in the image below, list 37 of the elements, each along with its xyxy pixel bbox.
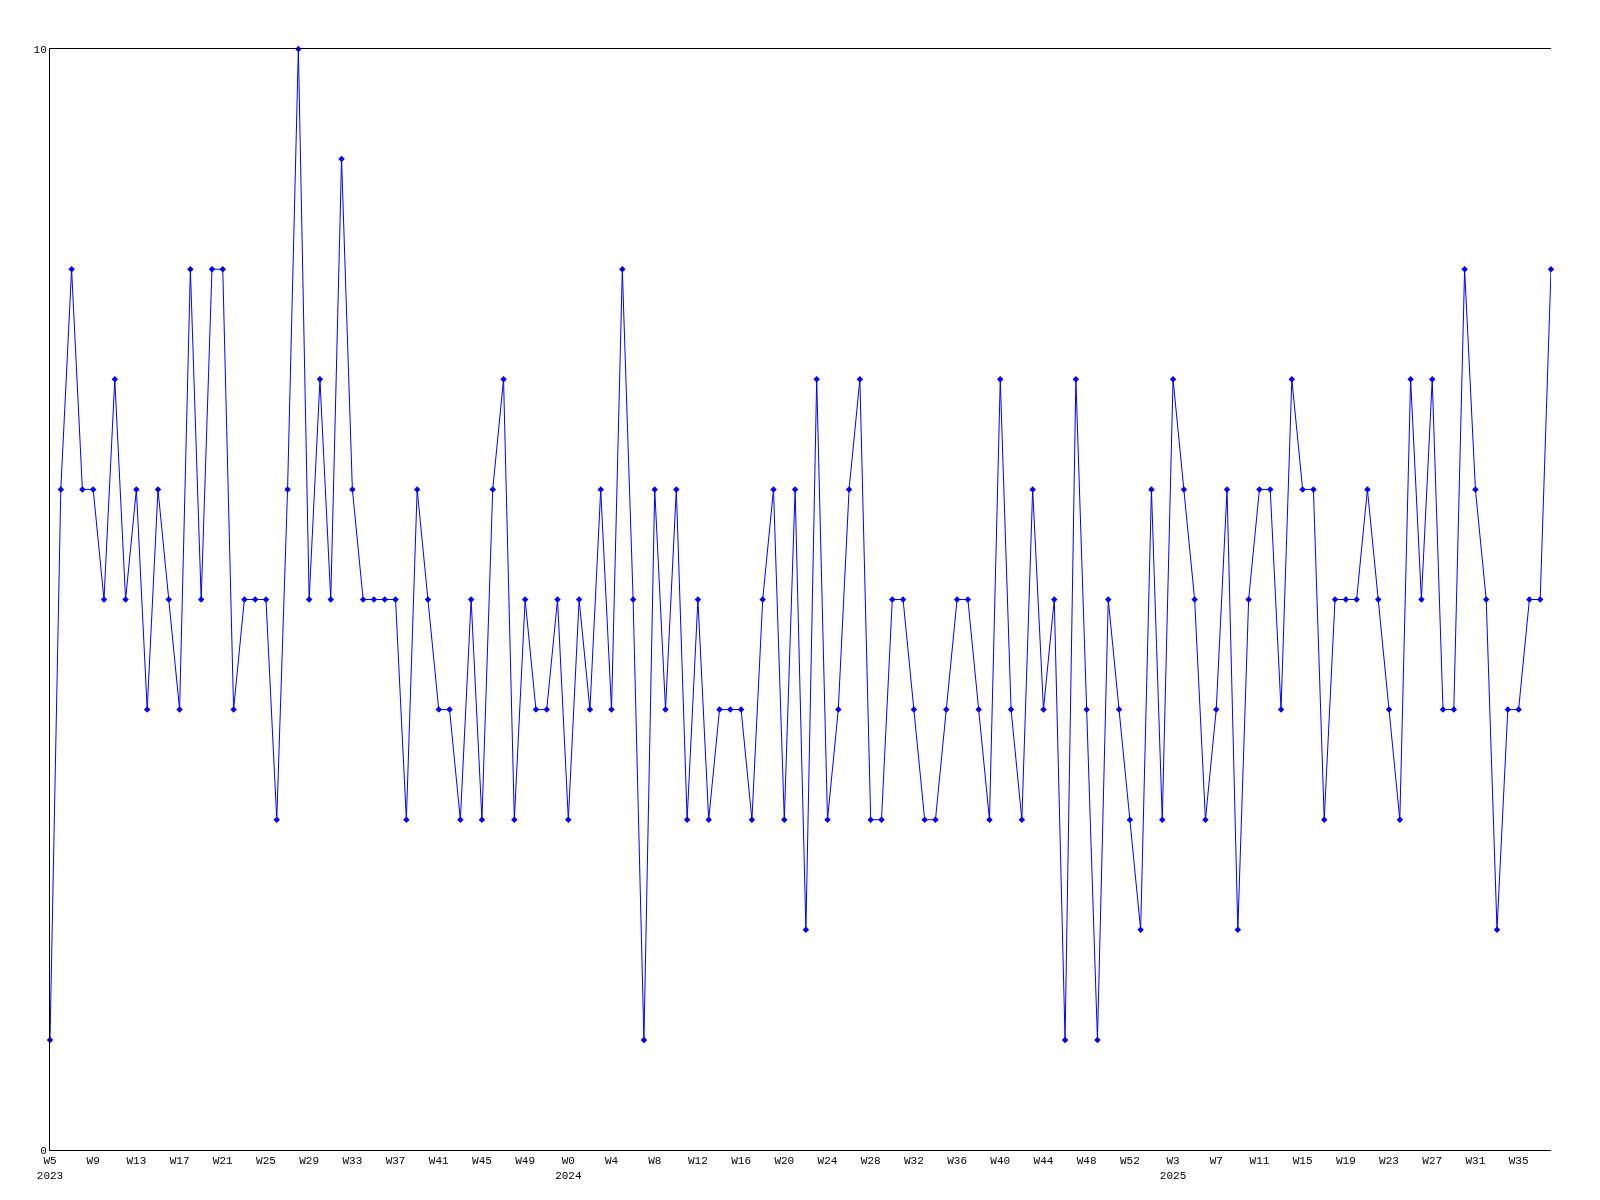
x-tick-label: W19 (1335, 1155, 1356, 1168)
x-tick-label: W35 (1508, 1155, 1529, 1168)
x-tick-label: W7 (1209, 1155, 1223, 1168)
x-tick-label: W15 (1292, 1155, 1313, 1168)
x-tick-label: W20 (774, 1155, 795, 1168)
x-tick-label: W24 (817, 1155, 838, 1168)
x-tick-label: W40 (990, 1155, 1011, 1168)
x-tick-label: W33 (342, 1155, 363, 1168)
x-tick-label: W25 (256, 1155, 276, 1168)
x-tick-label: W49 (515, 1155, 536, 1168)
x-tick-label: W44 (1033, 1155, 1054, 1168)
x-tick-label: W17 (169, 1155, 190, 1168)
x-tick-label: W16 (731, 1155, 752, 1168)
x-tick-label: W29 (299, 1155, 320, 1168)
y-tick-label: 0 (40, 1144, 47, 1157)
x-tick-label: W4 (604, 1155, 619, 1168)
x-tick-label: W36 (947, 1155, 967, 1168)
x-tick-label: W52 (1119, 1155, 1140, 1168)
x-tick-label: W28 (860, 1155, 881, 1168)
x-tick-label: W45 (472, 1155, 492, 1168)
x-tick-label: W8 (648, 1155, 662, 1168)
x-tick-label: W27 (1422, 1155, 1443, 1168)
x-tick-label: W48 (1076, 1155, 1097, 1168)
x-tick-label: W5 2023 (36, 1155, 64, 1182)
x-tick-label: W37 (385, 1155, 406, 1168)
x-tick-label: W31 (1465, 1155, 1486, 1168)
x-tick-label: W11 (1249, 1155, 1270, 1168)
y-tick-label: 10 (33, 43, 47, 56)
x-tick-label: W12 (688, 1155, 708, 1168)
x-tick-label: W32 (903, 1155, 924, 1168)
x-tick-label: W13 (126, 1155, 147, 1168)
x-tick-label: W41 (428, 1155, 450, 1168)
x-tick-label: W21 (212, 1155, 234, 1168)
x-tick-label: W9 (86, 1155, 100, 1168)
x-tick-label: W0 2024 (555, 1155, 582, 1182)
x-tick-label: W23 (1379, 1155, 1399, 1168)
x-tick-label: W3 2025 (1159, 1155, 1187, 1182)
